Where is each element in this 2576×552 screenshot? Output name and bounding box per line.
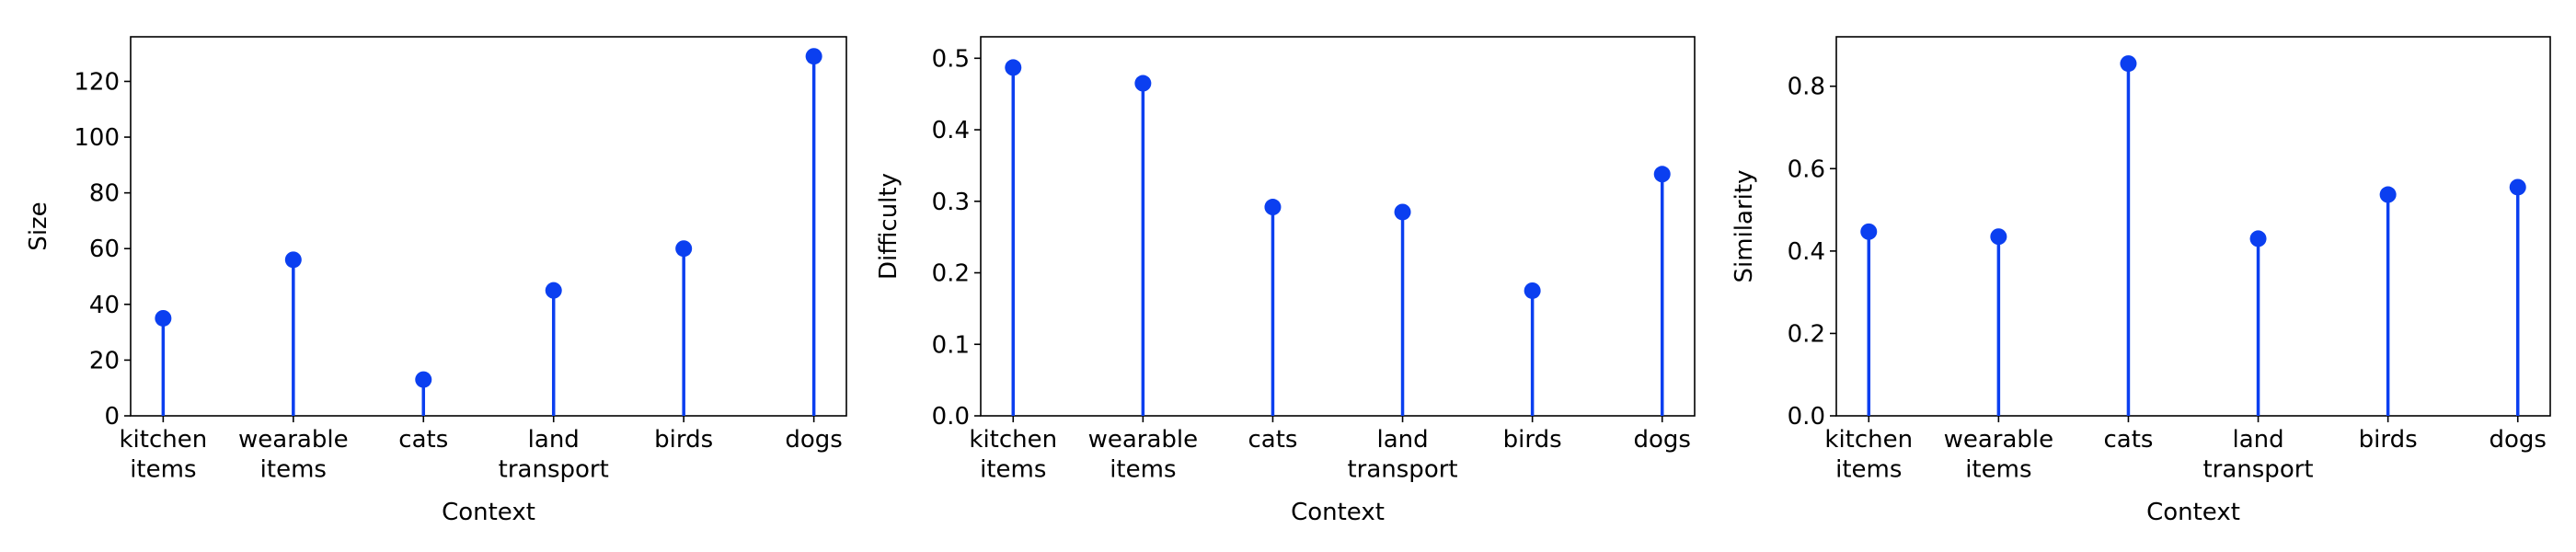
x-tick-label: dogs: [785, 426, 842, 454]
data-point-4[interactable]: [2249, 230, 2267, 247]
data-point-1[interactable]: [1860, 223, 1878, 240]
y-tick-label: 0.5: [932, 45, 970, 73]
y-tick-label: 0.2: [932, 260, 970, 288]
data-point-6[interactable]: [1653, 166, 1671, 183]
x-tick-label: birds: [654, 426, 713, 454]
x-tick-label: birds: [2359, 426, 2418, 454]
y-tick-label: 80: [89, 180, 120, 208]
y-tick-label: 0.1: [932, 331, 970, 359]
y-tick-label: 40: [89, 292, 120, 319]
chart-3: 0.0 0.2 0.4 0.6 0.8 kitchen items wearable items…: [1731, 36, 2551, 526]
x-tick-label: land transport: [499, 426, 609, 484]
data-point-4[interactable]: [545, 282, 562, 299]
x-tick-label: kitchen items: [1824, 426, 1913, 484]
y-axis-label: Similarity: [1731, 170, 1758, 283]
y-tick-label: 0.4: [932, 117, 970, 144]
data-point-2[interactable]: [1134, 75, 1152, 92]
plot-frame: [130, 36, 847, 417]
plot-frame: [1835, 36, 2551, 417]
x-tick-label: cats: [398, 426, 448, 454]
y-tick-label: 0: [104, 403, 120, 431]
x-tick-label: land transport: [2202, 426, 2313, 484]
data-point-1[interactable]: [155, 309, 172, 327]
y-axis-label: Size: [25, 201, 52, 250]
data-point-3[interactable]: [2120, 55, 2137, 73]
data-point-6[interactable]: [2509, 178, 2526, 196]
y-tick-label: 60: [89, 236, 120, 263]
x-axis-label: Context: [2146, 499, 2240, 526]
x-tick-label: land transport: [1347, 426, 1457, 484]
data-point-5[interactable]: [2379, 186, 2397, 203]
data-point-6[interactable]: [805, 48, 822, 65]
x-tick-label: wearable items: [1088, 426, 1199, 484]
chart-1: 0 20 40 60 80 100 120 kitchen items wearable items…: [25, 36, 847, 526]
x-tick-label: dogs: [2489, 426, 2546, 454]
data-point-4[interactable]: [1394, 203, 1411, 221]
y-tick-label: 0.4: [1788, 238, 1825, 266]
x-axis-label: Context: [442, 499, 535, 526]
x-tick-label: cats: [2103, 426, 2153, 454]
data-point-5[interactable]: [1524, 282, 1541, 299]
y-tick-label: 0.8: [1788, 74, 1825, 101]
y-tick-label: 0.0: [1788, 403, 1825, 431]
y-axis-label: Difficulty: [875, 173, 903, 280]
x-tick-label: kitchen items: [969, 426, 1057, 484]
data-point-2[interactable]: [284, 251, 302, 269]
x-tick-label: kitchen items: [119, 426, 207, 484]
y-tick-label: 0.6: [1788, 155, 1825, 183]
y-tick-label: 0.3: [932, 189, 970, 216]
y-tick-label: 0.0: [932, 403, 970, 431]
chart-2: 0.0 0.1 0.2 0.3 0.4 0.5 kitchen items wearable it…: [875, 36, 1696, 526]
y-tick-label: 100: [74, 124, 120, 152]
y-tick-label: 120: [74, 68, 120, 96]
plot-frame: [980, 36, 1696, 417]
data-point-2[interactable]: [1990, 228, 2007, 246]
y-tick-label: 0.2: [1788, 320, 1825, 348]
x-tick-label: wearable items: [1944, 426, 2054, 484]
data-point-1[interactable]: [1005, 59, 1022, 76]
data-point-5[interactable]: [675, 240, 693, 258]
x-tick-label: wearable items: [238, 426, 349, 484]
data-point-3[interactable]: [415, 371, 432, 388]
data-point-3[interactable]: [1264, 199, 1282, 216]
y-tick-label: 20: [89, 347, 120, 374]
x-axis-label: Context: [1291, 499, 1385, 526]
x-tick-label: cats: [1248, 426, 1297, 454]
x-tick-label: birds: [1503, 426, 1562, 454]
x-tick-label: dogs: [1633, 426, 1690, 454]
